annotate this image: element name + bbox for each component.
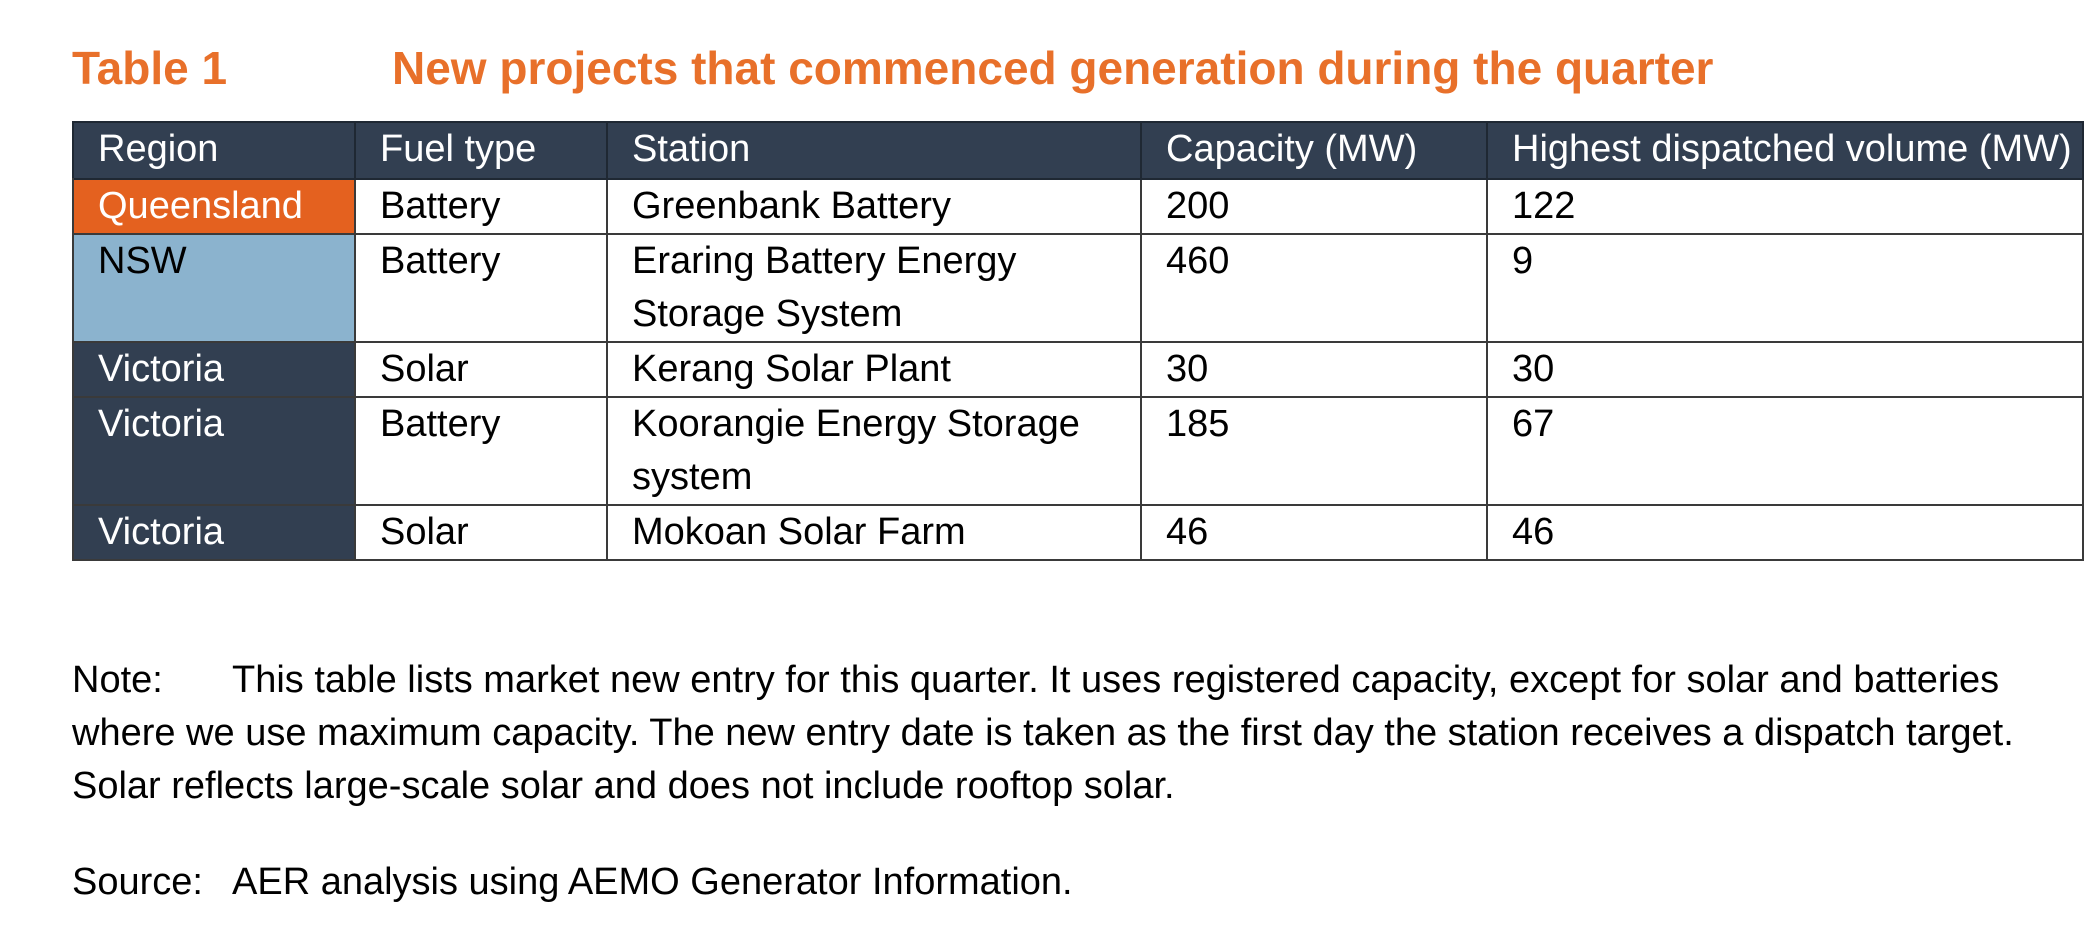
cell-region: NSW [72, 234, 356, 342]
cell-fuel-type: Battery [355, 234, 608, 342]
table-source: Source: AER analysis using AEMO Generator… [72, 856, 1073, 909]
note-label: Note: [72, 659, 163, 701]
table-row: Queensland Battery Greenbank Battery 200… [72, 179, 2084, 234]
table-note: Note: This table lists market new entry f… [72, 654, 2072, 813]
cell-region: Queensland [72, 179, 356, 234]
cell-highest-dispatched: 46 [1487, 505, 2084, 560]
cell-capacity: 200 [1141, 179, 1488, 234]
table-row: NSW Battery Eraring Battery Energy Stora… [72, 234, 2084, 342]
table-number: Table 1 [72, 42, 228, 94]
cell-station: Kerang Solar Plant [607, 342, 1142, 397]
cell-region: Victoria [72, 397, 356, 505]
cell-capacity: 185 [1141, 397, 1488, 505]
table-header-row: Region Fuel type Station Capacity (MW) H… [73, 122, 2084, 179]
cell-station: Koorangie Energy Storage system [607, 397, 1142, 505]
header-region: Region [73, 122, 356, 179]
table-row: Victoria Solar Kerang Solar Plant 30 30 [72, 342, 2084, 397]
cell-highest-dispatched: 30 [1487, 342, 2084, 397]
new-projects-table: Region Fuel type Station Capacity (MW) H… [72, 121, 2084, 561]
cell-highest-dispatched: 67 [1487, 397, 2084, 505]
header-station: Station [607, 122, 1142, 179]
cell-capacity: 46 [1141, 505, 1488, 560]
header-capacity: Capacity (MW) [1141, 122, 1488, 179]
table-row: Victoria Battery Koorangie Energy Storag… [72, 397, 2084, 505]
cell-fuel-type: Solar [355, 505, 608, 560]
cell-station: Greenbank Battery [607, 179, 1142, 234]
cell-station: Eraring Battery Energy Storage System [607, 234, 1142, 342]
cell-highest-dispatched: 122 [1487, 179, 2084, 234]
source-text: AER analysis using AEMO Generator Inform… [232, 861, 1073, 903]
note-text: This table lists market new entry for th… [72, 659, 2014, 807]
header-highest-dispatched: Highest dispatched volume (MW) [1487, 122, 2084, 179]
cell-fuel-type: Battery [355, 397, 608, 505]
cell-region: Victoria [72, 342, 356, 397]
table-title: New projects that commenced generation d… [392, 42, 1714, 94]
table-row: Victoria Solar Mokoan Solar Farm 46 46 [72, 505, 2084, 560]
cell-capacity: 460 [1141, 234, 1488, 342]
header-fuel-type: Fuel type [355, 122, 608, 179]
cell-region: Victoria [72, 505, 356, 560]
cell-fuel-type: Battery [355, 179, 608, 234]
source-label: Source: [72, 861, 203, 903]
cell-fuel-type: Solar [355, 342, 608, 397]
cell-highest-dispatched: 9 [1487, 234, 2084, 342]
cell-station: Mokoan Solar Farm [607, 505, 1142, 560]
cell-capacity: 30 [1141, 342, 1488, 397]
